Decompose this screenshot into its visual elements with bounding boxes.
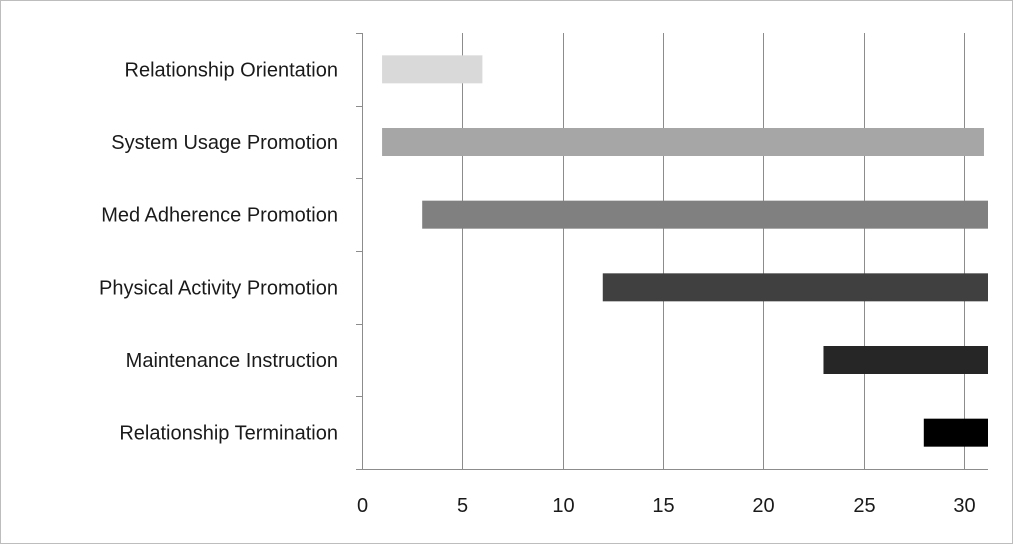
category-label: Maintenance Instruction: [126, 350, 338, 372]
x-tick-label: 10: [552, 495, 574, 517]
x-tick-label: 20: [752, 495, 774, 517]
bar: [382, 55, 483, 84]
gridlines: [462, 33, 965, 469]
category-label: Relationship Termination: [119, 423, 338, 445]
bar: [382, 128, 984, 156]
bar: [422, 200, 988, 229]
x-tick-label: 15: [652, 495, 674, 517]
x-tick-labels: 0 5 10 15 20 25 30: [357, 495, 976, 517]
x-tick-label: 0: [357, 495, 368, 517]
category-label: Physical Activity Promotion: [99, 277, 338, 299]
bar: [602, 273, 988, 302]
bar: [923, 418, 988, 447]
x-tick-label: 5: [457, 495, 468, 517]
axes: [356, 33, 988, 470]
x-tick-label: 30: [953, 495, 975, 517]
bars: [382, 55, 988, 447]
category-label: Med Adherence Promotion: [101, 205, 338, 227]
category-label: System Usage Promotion: [111, 132, 338, 154]
category-label: Relationship Orientation: [125, 59, 338, 81]
x-tick-label: 25: [853, 495, 875, 517]
category-labels: Relationship Orientation System Usage Pro…: [99, 59, 338, 444]
bar: [823, 346, 988, 374]
